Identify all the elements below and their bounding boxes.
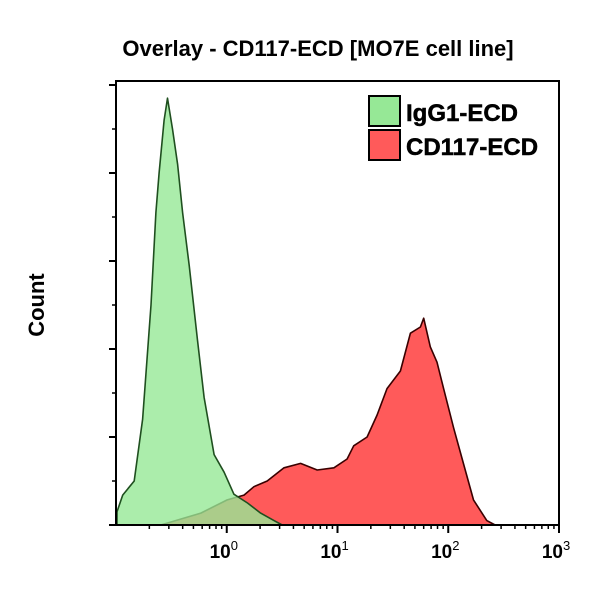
series-layer: [116, 97, 496, 526]
x-tick-exponent: 0: [231, 538, 238, 553]
x-tick-label: 101: [320, 538, 348, 563]
series-area-igg1-ecd: [116, 97, 284, 526]
legend-label: IgG1-ECD: [406, 100, 518, 127]
series-area-cd117-ecd: [160, 317, 496, 526]
legend-label: CD117-ECD: [406, 134, 538, 161]
y-axis-label: Count: [24, 273, 49, 337]
legend-swatch-cd117-ecd: [368, 129, 401, 161]
axes: 100 101 102 103: [109, 80, 570, 563]
x-tick-base: 10: [431, 542, 452, 563]
legend-swatch-igg1-ecd: [368, 95, 401, 127]
chart-title: Overlay - CD117-ECD [MO7E cell line]: [122, 36, 513, 61]
x-tick-exponent: 3: [563, 538, 570, 553]
x-tick-base: 10: [210, 542, 231, 563]
x-tick-base: 10: [542, 542, 563, 563]
x-tick-label: 100: [210, 538, 238, 563]
x-tick-exponent: 2: [452, 538, 459, 553]
x-tick-exponent: 1: [341, 538, 348, 553]
legend: IgG1-ECD CD117-ECD: [368, 95, 538, 161]
x-tick-label: 103: [542, 538, 570, 563]
x-tick-label: 102: [431, 538, 459, 563]
x-tick-base: 10: [320, 542, 341, 563]
